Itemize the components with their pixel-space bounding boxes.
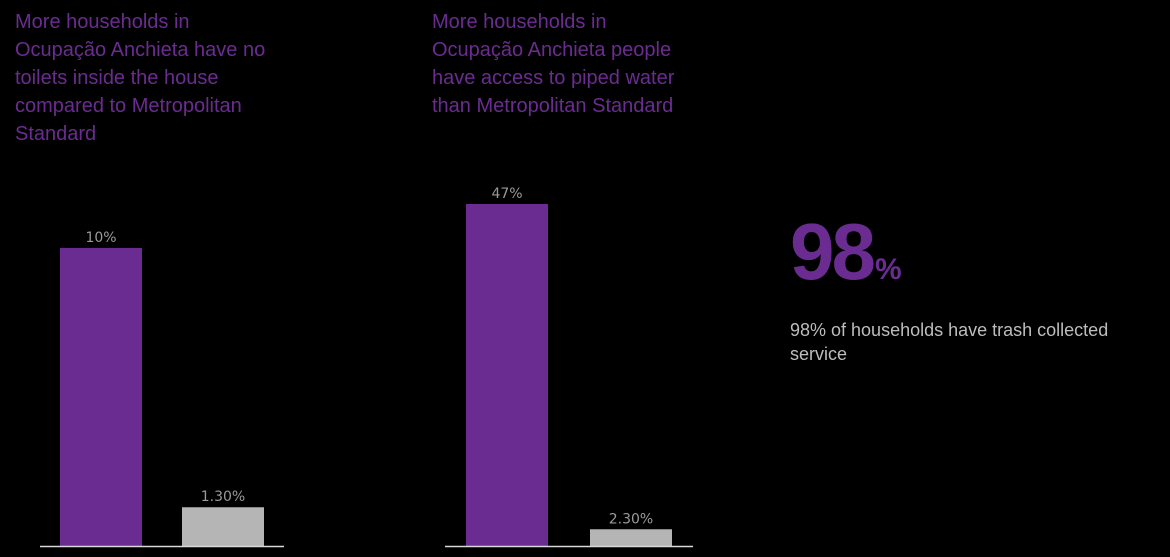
trash-stat-number: 98%	[790, 212, 1120, 292]
chart-1-bar-label-2: 1.30%	[201, 489, 245, 505]
trash-stat-caption: 98% of households have trash collected s…	[790, 320, 1109, 364]
chart-2-bar-label-1: 47%	[491, 186, 522, 202]
stat-value: 98	[790, 207, 876, 296]
chart-1-bar-2	[182, 507, 264, 546]
chart-1-bar-label-1: 10%	[85, 230, 116, 246]
chart-2-title: More households in Ocupação Anchieta peo…	[432, 11, 675, 117]
chart-1-title: More households in Ocupação Anchieta hav…	[15, 11, 266, 145]
chart-1-bar-1	[60, 247, 142, 547]
chart-2-bar-1	[466, 204, 548, 546]
chart-2-bar-2	[590, 529, 672, 546]
chart-2-bar-label-2: 2.30%	[609, 511, 653, 527]
stat-unit: %	[874, 253, 902, 286]
trash-stat-block: 98% 98% of households have trash collect…	[790, 212, 1120, 366]
